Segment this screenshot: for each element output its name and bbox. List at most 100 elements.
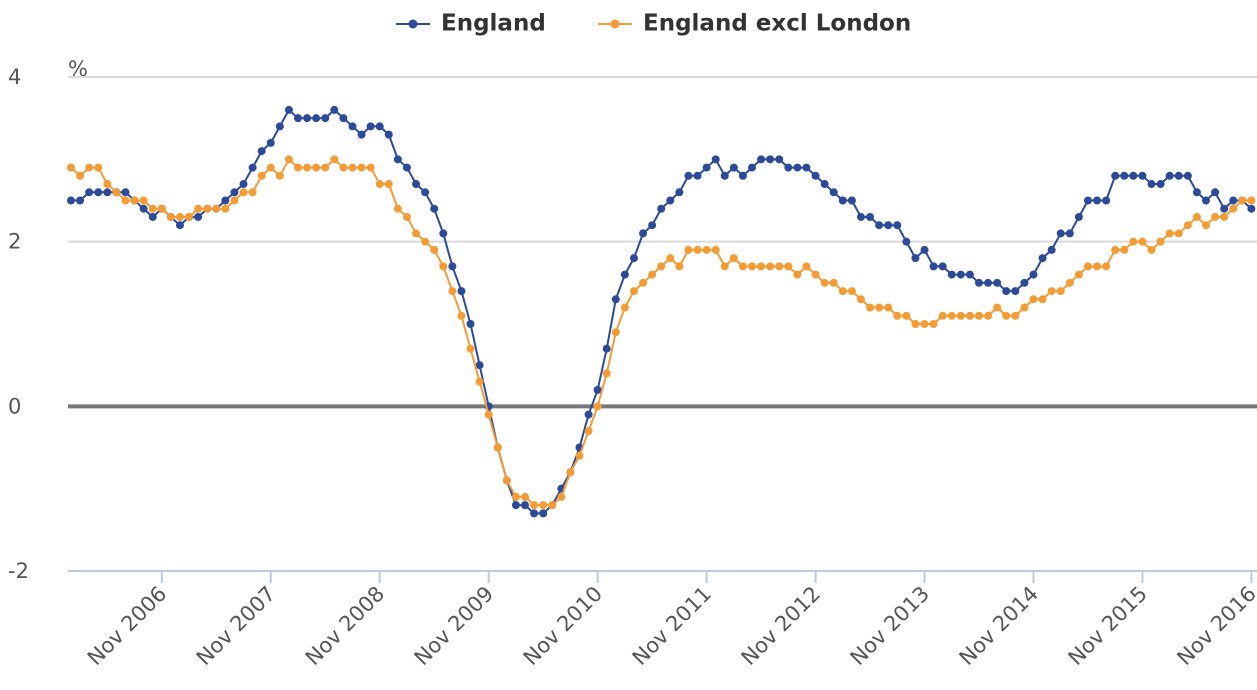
data-point [729, 163, 738, 172]
data-point [85, 163, 94, 172]
data-point [475, 377, 484, 386]
data-point [884, 303, 893, 312]
data-point [920, 320, 929, 328]
data-point [956, 270, 965, 279]
data-point [521, 492, 529, 501]
data-point [1102, 262, 1111, 271]
y-axis-label: % [68, 57, 88, 81]
x-tick-label: Nov 2010 [519, 582, 607, 670]
data-point [639, 278, 648, 287]
x-tick-label: Nov 2014 [955, 582, 1043, 670]
data-point [457, 311, 466, 320]
data-point [1165, 171, 1174, 180]
data-point [748, 163, 756, 172]
y-tick-label: 2 [8, 230, 21, 254]
data-point [112, 188, 121, 197]
data-point [1074, 212, 1083, 221]
data-point [793, 163, 802, 172]
data-point [139, 196, 148, 205]
data-point [938, 262, 947, 271]
data-point [666, 254, 675, 263]
data-point [402, 212, 411, 221]
y-tick-label: 4 [8, 65, 21, 89]
data-point [875, 221, 884, 230]
data-point [975, 311, 983, 320]
data-point [956, 311, 965, 320]
data-point [1229, 204, 1238, 213]
data-point [693, 171, 702, 180]
data-point [530, 501, 539, 510]
data-point [1038, 295, 1047, 304]
data-point [257, 171, 266, 180]
data-point [1192, 212, 1201, 221]
data-point [566, 468, 575, 477]
data-point [284, 105, 293, 114]
data-point [103, 180, 112, 189]
data-point [1111, 245, 1120, 254]
data-point [157, 204, 166, 213]
data-point [348, 163, 357, 172]
data-point [175, 221, 184, 230]
x-tick-label: Nov 2012 [737, 582, 825, 670]
data-point [1147, 180, 1156, 189]
data-point [584, 410, 593, 419]
y-tick-label: 0 [8, 394, 21, 418]
data-point [375, 122, 384, 131]
data-point [1011, 287, 1020, 296]
data-point [1192, 188, 1201, 197]
data-point [511, 501, 520, 510]
data-point [1183, 221, 1192, 230]
data-point [766, 262, 775, 271]
data-point [357, 130, 366, 139]
data-point [266, 163, 275, 172]
data-point [1229, 196, 1238, 205]
x-tick-label: Nov 2016 [1172, 582, 1257, 670]
data-point [284, 155, 293, 164]
data-point [539, 501, 548, 510]
data-point [811, 171, 820, 180]
data-point [312, 163, 321, 172]
data-point [1038, 254, 1047, 263]
data-point [239, 188, 248, 197]
data-point [230, 196, 239, 205]
data-point [838, 196, 847, 205]
legend-label: England excl London [643, 11, 911, 37]
data-point [439, 262, 448, 271]
data-point [1138, 171, 1147, 180]
x-tick-label: Nov 2006 [83, 582, 171, 670]
data-point [439, 229, 448, 238]
data-point [221, 196, 230, 205]
data-point [729, 254, 738, 263]
data-point [548, 501, 557, 510]
data-point [257, 147, 266, 156]
data-point [393, 204, 402, 213]
data-point [720, 171, 729, 180]
data-point [421, 237, 430, 246]
data-point [1211, 212, 1220, 221]
data-point [984, 311, 993, 320]
data-point [1029, 295, 1038, 304]
data-point [784, 163, 793, 172]
data-point [448, 262, 457, 271]
data-point [221, 204, 230, 213]
data-point [412, 180, 421, 189]
data-point [85, 188, 94, 197]
data-point [938, 311, 947, 320]
data-point [847, 287, 856, 296]
data-point [1247, 204, 1256, 213]
data-point [866, 212, 875, 221]
data-point [993, 278, 1002, 287]
y-tick-label: -2 [8, 559, 29, 583]
data-point [194, 204, 203, 213]
data-point [866, 303, 875, 312]
data-point [166, 212, 175, 221]
data-point [1056, 287, 1065, 296]
data-point [1202, 196, 1210, 205]
data-point [748, 262, 756, 271]
data-point [412, 229, 421, 238]
data-point [194, 212, 203, 221]
data-point [766, 155, 775, 164]
data-point [829, 278, 838, 287]
data-point [303, 163, 312, 172]
data-point [793, 270, 802, 279]
